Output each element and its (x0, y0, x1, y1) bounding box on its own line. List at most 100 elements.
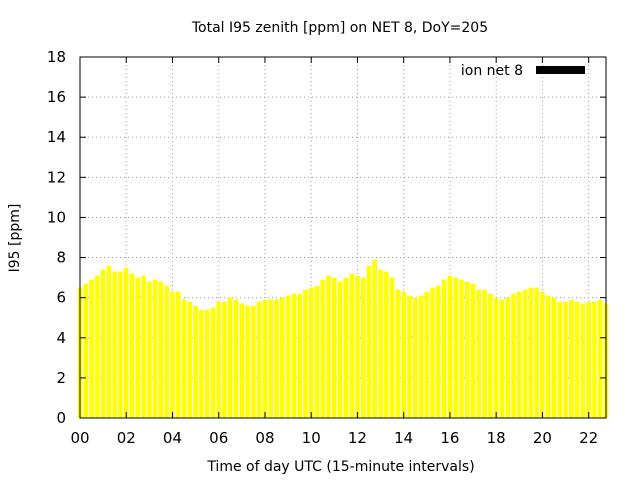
y-axis-ticks: 0 2 4 6 8 10 12 14 16 18 (47, 48, 606, 427)
bar (557, 301, 563, 418)
bar (303, 289, 308, 418)
bar (522, 289, 528, 418)
bar (193, 305, 198, 418)
x-tick-label: 12 (348, 429, 367, 447)
x-axis-label: Time of day UTC (15-minute intervals) (206, 459, 474, 475)
bar (447, 275, 453, 418)
bar (505, 297, 511, 418)
bar (470, 283, 476, 418)
bar (401, 291, 406, 418)
bar (395, 289, 401, 418)
bars (77, 259, 609, 418)
bar (384, 271, 389, 418)
bar (499, 299, 505, 418)
bar (164, 285, 170, 418)
legend: ion net 8 (461, 63, 585, 79)
y-tick-label: 4 (56, 329, 66, 347)
bar (418, 295, 424, 418)
x-tick-label: 20 (533, 429, 552, 447)
bar (152, 279, 158, 418)
bar (407, 295, 412, 418)
y-tick-label: 12 (47, 168, 66, 186)
x-tick-label: 16 (440, 429, 459, 447)
bar (493, 297, 499, 418)
bar (332, 277, 337, 418)
y-axis-label: I95 [ppm] (7, 204, 23, 273)
bar (511, 293, 516, 418)
bar (83, 283, 89, 418)
bar (118, 271, 123, 418)
bar (441, 279, 447, 418)
y-tick-label: 6 (56, 289, 66, 307)
bar (216, 301, 222, 418)
bar (320, 279, 326, 418)
bar (89, 279, 94, 418)
bar (464, 281, 470, 418)
bar (378, 269, 383, 418)
bar (135, 277, 141, 418)
x-tick-label: 18 (487, 429, 506, 447)
bar (129, 273, 135, 418)
bar (285, 295, 291, 418)
y-tick-label: 14 (47, 128, 66, 146)
bar (239, 303, 245, 418)
bar (574, 301, 580, 418)
bar (95, 275, 100, 418)
bar (170, 291, 175, 418)
x-tick-label: 08 (255, 429, 274, 447)
bar (349, 273, 354, 418)
legend-label: ion net 8 (461, 63, 523, 79)
bar (100, 269, 106, 418)
bar (389, 277, 395, 418)
bar (436, 285, 441, 418)
bar (268, 299, 274, 418)
bar (528, 287, 534, 418)
x-tick-label: 04 (163, 429, 182, 447)
bar (147, 281, 152, 418)
bar (297, 293, 302, 418)
bar (482, 289, 487, 418)
bar (326, 275, 331, 418)
bar (291, 293, 297, 418)
bar (476, 289, 482, 418)
bar (233, 299, 239, 418)
bar (337, 281, 343, 418)
bar (563, 301, 568, 418)
bar (123, 267, 129, 418)
bar (540, 291, 545, 418)
bar (181, 299, 187, 418)
x-tick-label: 22 (579, 429, 598, 447)
bar (256, 301, 262, 418)
bar (280, 297, 285, 418)
bar (360, 277, 366, 418)
bar (430, 287, 435, 418)
y-tick-label: 16 (47, 88, 66, 106)
bar (274, 299, 279, 418)
x-tick-label: 00 (70, 429, 89, 447)
bar (516, 291, 522, 418)
bar (158, 281, 164, 418)
bar (551, 297, 557, 418)
bar (366, 265, 372, 418)
plot-frame (79, 56, 607, 419)
bar (592, 301, 597, 418)
bar (586, 301, 591, 418)
bar (251, 305, 256, 418)
bar (424, 291, 430, 418)
x-tick-label: 10 (302, 429, 321, 447)
chart-title: Total I95 zenith [ppm] on NET 8, DoY=205 (191, 20, 488, 36)
bar (112, 271, 117, 418)
bar (412, 297, 418, 418)
y-tick-label: 10 (47, 208, 66, 226)
bar (210, 307, 216, 418)
bar (222, 301, 227, 418)
x-tick-label: 02 (117, 429, 136, 447)
bar (106, 265, 112, 418)
bar (262, 299, 268, 418)
bar (141, 275, 146, 418)
y-tick-label: 8 (56, 249, 66, 267)
bar (175, 291, 181, 418)
y-tick-label: 18 (47, 48, 66, 66)
bar (453, 277, 459, 418)
